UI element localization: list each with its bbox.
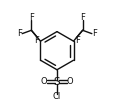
Text: F: F xyxy=(34,36,39,45)
Text: F: F xyxy=(74,36,79,45)
Text: F: F xyxy=(91,29,96,38)
Text: O: O xyxy=(66,77,73,86)
Text: O: O xyxy=(40,77,47,86)
Text: Cl: Cl xyxy=(52,92,61,101)
Text: F: F xyxy=(29,13,34,22)
Text: F: F xyxy=(17,29,22,38)
Text: S: S xyxy=(53,77,60,87)
Text: F: F xyxy=(79,13,84,22)
